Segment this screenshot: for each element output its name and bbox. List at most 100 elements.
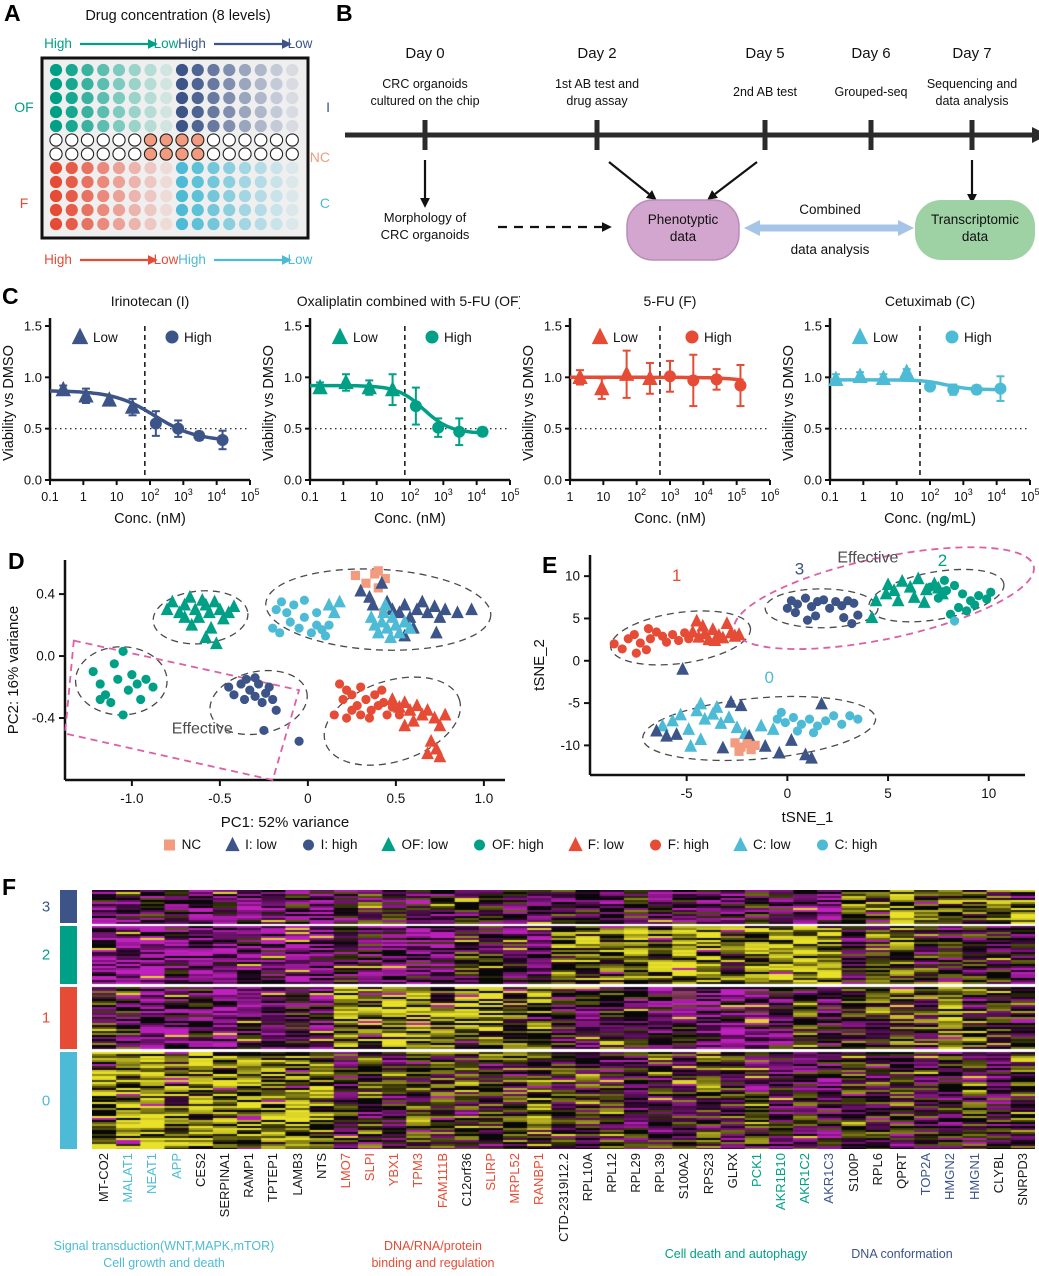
- drug-dot: [97, 161, 110, 175]
- scatter-point: [132, 679, 142, 689]
- drug-dot: [49, 105, 63, 119]
- cluster-ellipse: [868, 568, 1005, 623]
- combined-arrow-right: [898, 220, 914, 236]
- scatter-point: [377, 685, 387, 695]
- panel-b-timeline: Day 0 CRC organoids cultured on the chip Da…: [345, 45, 1039, 261]
- scatter-point: [276, 597, 287, 607]
- drug-dot: [112, 91, 126, 105]
- scatter-point: [356, 710, 366, 720]
- drug-dot: [160, 175, 173, 189]
- drug-dot: [65, 161, 78, 175]
- drug-dot: [160, 217, 173, 231]
- category-line: Cell death and autophagy: [664, 1247, 808, 1261]
- empty-well: [238, 133, 252, 147]
- x-tick-label: 104: [207, 487, 226, 504]
- drug-dot: [144, 119, 157, 133]
- legend-low-label: Low: [873, 330, 898, 345]
- empty-well: [112, 133, 126, 147]
- drug-dot: [191, 91, 204, 105]
- scatter-point: [202, 605, 216, 619]
- combined-label: data analysis: [791, 242, 870, 257]
- effective-label: Effective: [837, 550, 898, 567]
- drug-dot: [128, 105, 141, 119]
- y-axis-title: Viability vs DMSO: [521, 345, 537, 461]
- row-cluster-label-0: 0: [41, 1092, 51, 1109]
- gene-label-top2a: TOP2A: [918, 1153, 934, 1196]
- down-arrow-day0-head: [420, 198, 430, 208]
- category-line: DNA conformation: [851, 1247, 953, 1261]
- scatter-point: [361, 578, 371, 588]
- scatter-point: [706, 622, 720, 635]
- scatter-point: [257, 697, 267, 708]
- timeline-day-3: Day 6: [851, 45, 890, 62]
- nc-dot: [175, 147, 189, 161]
- scatter-point: [837, 719, 847, 729]
- drug-dot: [223, 63, 236, 77]
- combined-arrow-left: [744, 220, 760, 236]
- drug-dot: [254, 77, 267, 91]
- scatter-point: [378, 597, 392, 611]
- data-point: [594, 379, 610, 396]
- arrow-bottom-right-arrow-head: [282, 255, 292, 265]
- x-tick-label: 1: [80, 490, 87, 504]
- scatter-point: [631, 648, 641, 658]
- drug-dot: [160, 63, 173, 77]
- timeline-desc-4: Sequencing and: [927, 77, 1017, 91]
- scatter-point: [393, 605, 406, 619]
- legend-triangle: [71, 327, 89, 345]
- x-tick-label: 102: [921, 487, 940, 504]
- scatter-point: [165, 594, 179, 608]
- scatter-point: [710, 700, 724, 713]
- data-point: [618, 365, 635, 381]
- gene-label-hmgn2: HMGN2: [942, 1153, 958, 1200]
- drug-dot: [49, 161, 63, 175]
- drug-dot: [270, 105, 283, 119]
- legend-high-label: High: [704, 330, 732, 345]
- data-point: [994, 382, 1007, 395]
- y-tick-label: 1.0: [804, 370, 822, 385]
- gene-label-rpl39: RPL39: [652, 1153, 668, 1193]
- arrow-top-left-arrow-head: [148, 39, 158, 49]
- drug-dot: [160, 77, 173, 91]
- gene-label-mt-co2: MT-CO2: [96, 1153, 112, 1203]
- legend-low-label: Low: [93, 330, 118, 345]
- plate-label-nc: NC: [310, 149, 330, 165]
- scatter-point: [881, 577, 895, 591]
- scatter-point: [285, 617, 295, 627]
- legend-item-label: I: low: [245, 837, 277, 852]
- scatter-point: [289, 600, 299, 610]
- scatter-point: [433, 749, 447, 763]
- scatter-point: [429, 625, 443, 639]
- scatter-point: [421, 746, 434, 760]
- drug-dot: [207, 203, 220, 217]
- data-point: [172, 422, 185, 435]
- scatter-point: [676, 661, 690, 675]
- empty-well: [238, 147, 252, 161]
- drug-dot: [49, 189, 63, 203]
- gene-label-app: APP: [168, 1153, 184, 1180]
- scatter-point: [714, 716, 728, 729]
- gene-label-serpina1: SERPINA1: [216, 1153, 232, 1218]
- drug-dot: [65, 77, 78, 91]
- nc-dot: [191, 147, 205, 161]
- scatter-point: [821, 716, 831, 726]
- y-tick-label: 0.0: [36, 649, 55, 664]
- gene-label-clybl: CLYBL: [990, 1153, 1006, 1194]
- scatter-point: [853, 610, 863, 620]
- scatter-point: [869, 593, 883, 607]
- circle-icon-shape: [649, 839, 661, 851]
- drug-dot: [191, 77, 204, 91]
- cluster-ellipse: [265, 568, 492, 651]
- scatter-point: [939, 575, 950, 585]
- scatter-point: [643, 624, 654, 634]
- x-axis-title: Conc. (nM): [114, 511, 186, 527]
- scatter-point: [106, 697, 116, 708]
- empty-well: [49, 147, 63, 161]
- scatter-point: [109, 659, 119, 669]
- scatter-point: [815, 696, 828, 710]
- drug-dot: [223, 77, 236, 91]
- drug-dot: [270, 119, 283, 133]
- scatter-point: [684, 738, 698, 752]
- drug-dot: [238, 77, 252, 91]
- drug-dot: [128, 175, 141, 189]
